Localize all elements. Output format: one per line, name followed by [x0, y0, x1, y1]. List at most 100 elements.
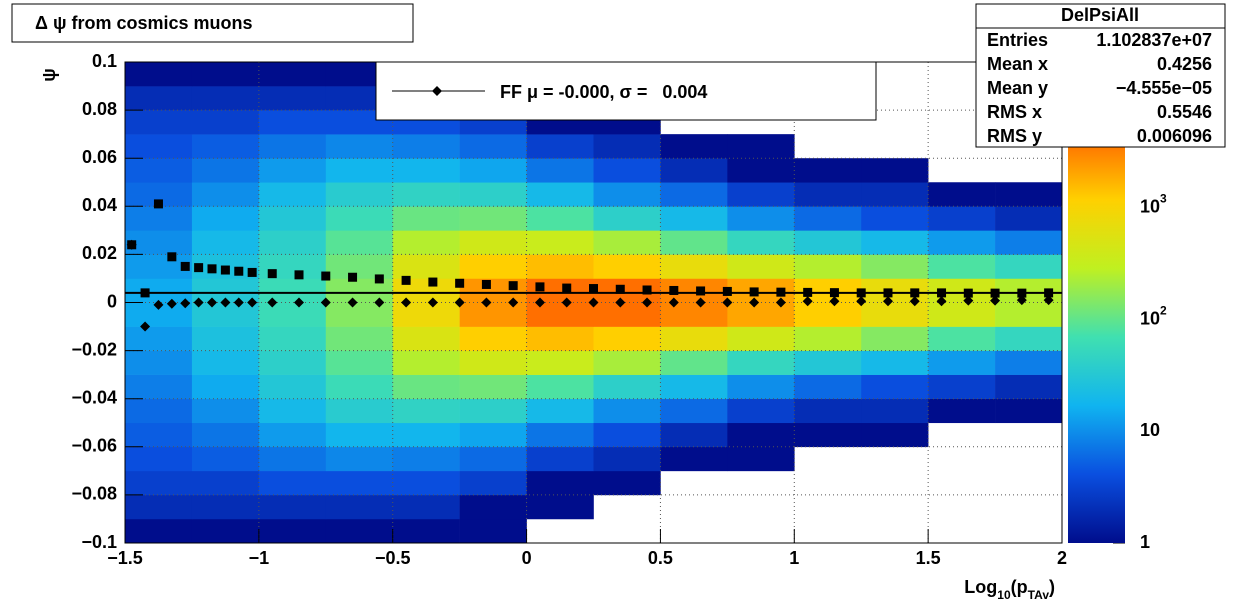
square-marker	[247, 267, 257, 277]
heatmap-cell	[861, 422, 929, 448]
heatmap-cell	[660, 326, 728, 351]
y-tick-label: −0.1	[81, 532, 117, 552]
profile-points	[125, 199, 1062, 332]
diamond-marker	[166, 298, 177, 309]
diamond-marker	[722, 297, 733, 308]
heatmap-cell	[258, 446, 327, 472]
heatmap-cell	[995, 182, 1063, 207]
z-tick-exponent: 2	[1160, 304, 1167, 318]
heatmap-cell	[727, 134, 795, 159]
y-tick-label: −0.02	[71, 339, 117, 359]
heatmap-cell	[325, 374, 394, 399]
heatmap-cell	[125, 206, 193, 231]
z-tick-label: 103	[1140, 192, 1167, 217]
heatmap-cell	[794, 350, 862, 375]
heatmap-cell	[593, 134, 661, 159]
heatmap-cell	[125, 422, 193, 448]
square-marker	[589, 284, 598, 294]
heatmap-cell	[258, 158, 327, 183]
heatmap-cell	[325, 134, 394, 159]
y-tick-label: −0.08	[71, 484, 117, 504]
diamond-marker	[267, 297, 278, 308]
heatmap-cell	[593, 350, 661, 375]
diamond-marker	[775, 297, 786, 308]
stats-box: DelPsiAll Entries 1.102837e+07 Mean x 0.4256…	[975, 3, 1226, 148]
heatmap-cell	[995, 350, 1063, 375]
heatmap-cell	[459, 398, 527, 424]
square-marker	[194, 263, 204, 273]
heatmap-cell	[325, 494, 394, 520]
square-marker	[963, 288, 973, 298]
square-marker	[669, 285, 679, 295]
square-marker	[562, 283, 572, 293]
heatmap-cell	[258, 494, 327, 520]
heatmap-cell	[928, 326, 996, 351]
heatmap-cell	[258, 422, 327, 448]
heatmap-cell	[526, 134, 594, 159]
heatmap-cell	[995, 206, 1063, 231]
x-tick-label: −0.5	[375, 548, 411, 568]
heatmap-cell	[995, 302, 1063, 327]
heatmap-cell	[325, 446, 394, 472]
heatmap-cell	[660, 398, 728, 424]
heatmap-cell	[392, 134, 460, 159]
heatmap-cell	[660, 446, 728, 472]
heatmap-cell	[392, 254, 460, 279]
square-marker	[294, 270, 304, 280]
diamond-marker	[294, 297, 305, 308]
square-marker	[401, 275, 411, 285]
diamond-marker	[247, 297, 258, 308]
title-box	[11, 3, 414, 43]
chart-title: Δ ψ from cosmics muons	[35, 13, 253, 33]
diamond-marker	[561, 297, 572, 308]
legend: FF μ = -0.000, σ = 0.004	[392, 82, 707, 102]
heatmap-cell	[191, 518, 260, 544]
heatmap-cell	[392, 230, 460, 255]
diamond-marker	[347, 297, 358, 308]
heatmap-cell	[191, 62, 260, 87]
heatmap-cell	[861, 158, 929, 183]
heatmap-cell	[794, 230, 862, 255]
stats-label: Mean y	[987, 78, 1048, 98]
square-marker	[374, 274, 384, 284]
heatmap-cell	[794, 422, 862, 448]
diamond-marker	[642, 297, 653, 308]
y-axis-label: ψ	[39, 68, 59, 82]
square-marker	[267, 269, 277, 279]
heatmap-cell	[660, 302, 728, 327]
heatmap-cell	[459, 350, 527, 375]
heatmap-cell	[258, 374, 327, 399]
heatmap-cell	[392, 494, 460, 520]
z-tick-label: 1	[1140, 532, 1150, 552]
y-tick-label: 0.1	[92, 51, 117, 71]
y-tick-label: −0.04	[71, 387, 117, 407]
heatmap-cell	[794, 326, 862, 351]
heatmap-cell	[593, 470, 661, 496]
heatmap-cell	[660, 350, 728, 375]
heatmap-cell	[459, 302, 527, 327]
heatmap-cell	[258, 182, 327, 207]
heatmap-cell	[526, 302, 594, 327]
square-marker	[856, 288, 866, 298]
heatmap-cell	[861, 206, 929, 231]
diamond-marker	[695, 297, 706, 308]
stats-value: 1.102837e+07	[1096, 30, 1212, 50]
heatmap-cell	[258, 134, 327, 159]
heatmap-cell	[125, 158, 193, 183]
heatmap-cell	[660, 206, 728, 231]
heatmap-cell	[125, 350, 193, 375]
heatmap-cell	[258, 398, 327, 424]
heatmap-cell	[459, 494, 527, 520]
heatmap-cell	[794, 254, 862, 279]
heatmap-cell	[125, 326, 193, 351]
x-tick-label: 0	[522, 548, 532, 568]
heatmap-cell	[794, 302, 862, 327]
heatmap-cell	[258, 110, 327, 135]
stats-label: RMS x	[987, 102, 1042, 122]
heatmap-cell	[125, 470, 193, 496]
heatmap-cell	[191, 494, 260, 520]
diamond-marker	[909, 296, 920, 307]
heatmap-cell	[593, 230, 661, 255]
heatmap-cell	[258, 278, 327, 303]
heatmap-cell	[660, 254, 728, 279]
